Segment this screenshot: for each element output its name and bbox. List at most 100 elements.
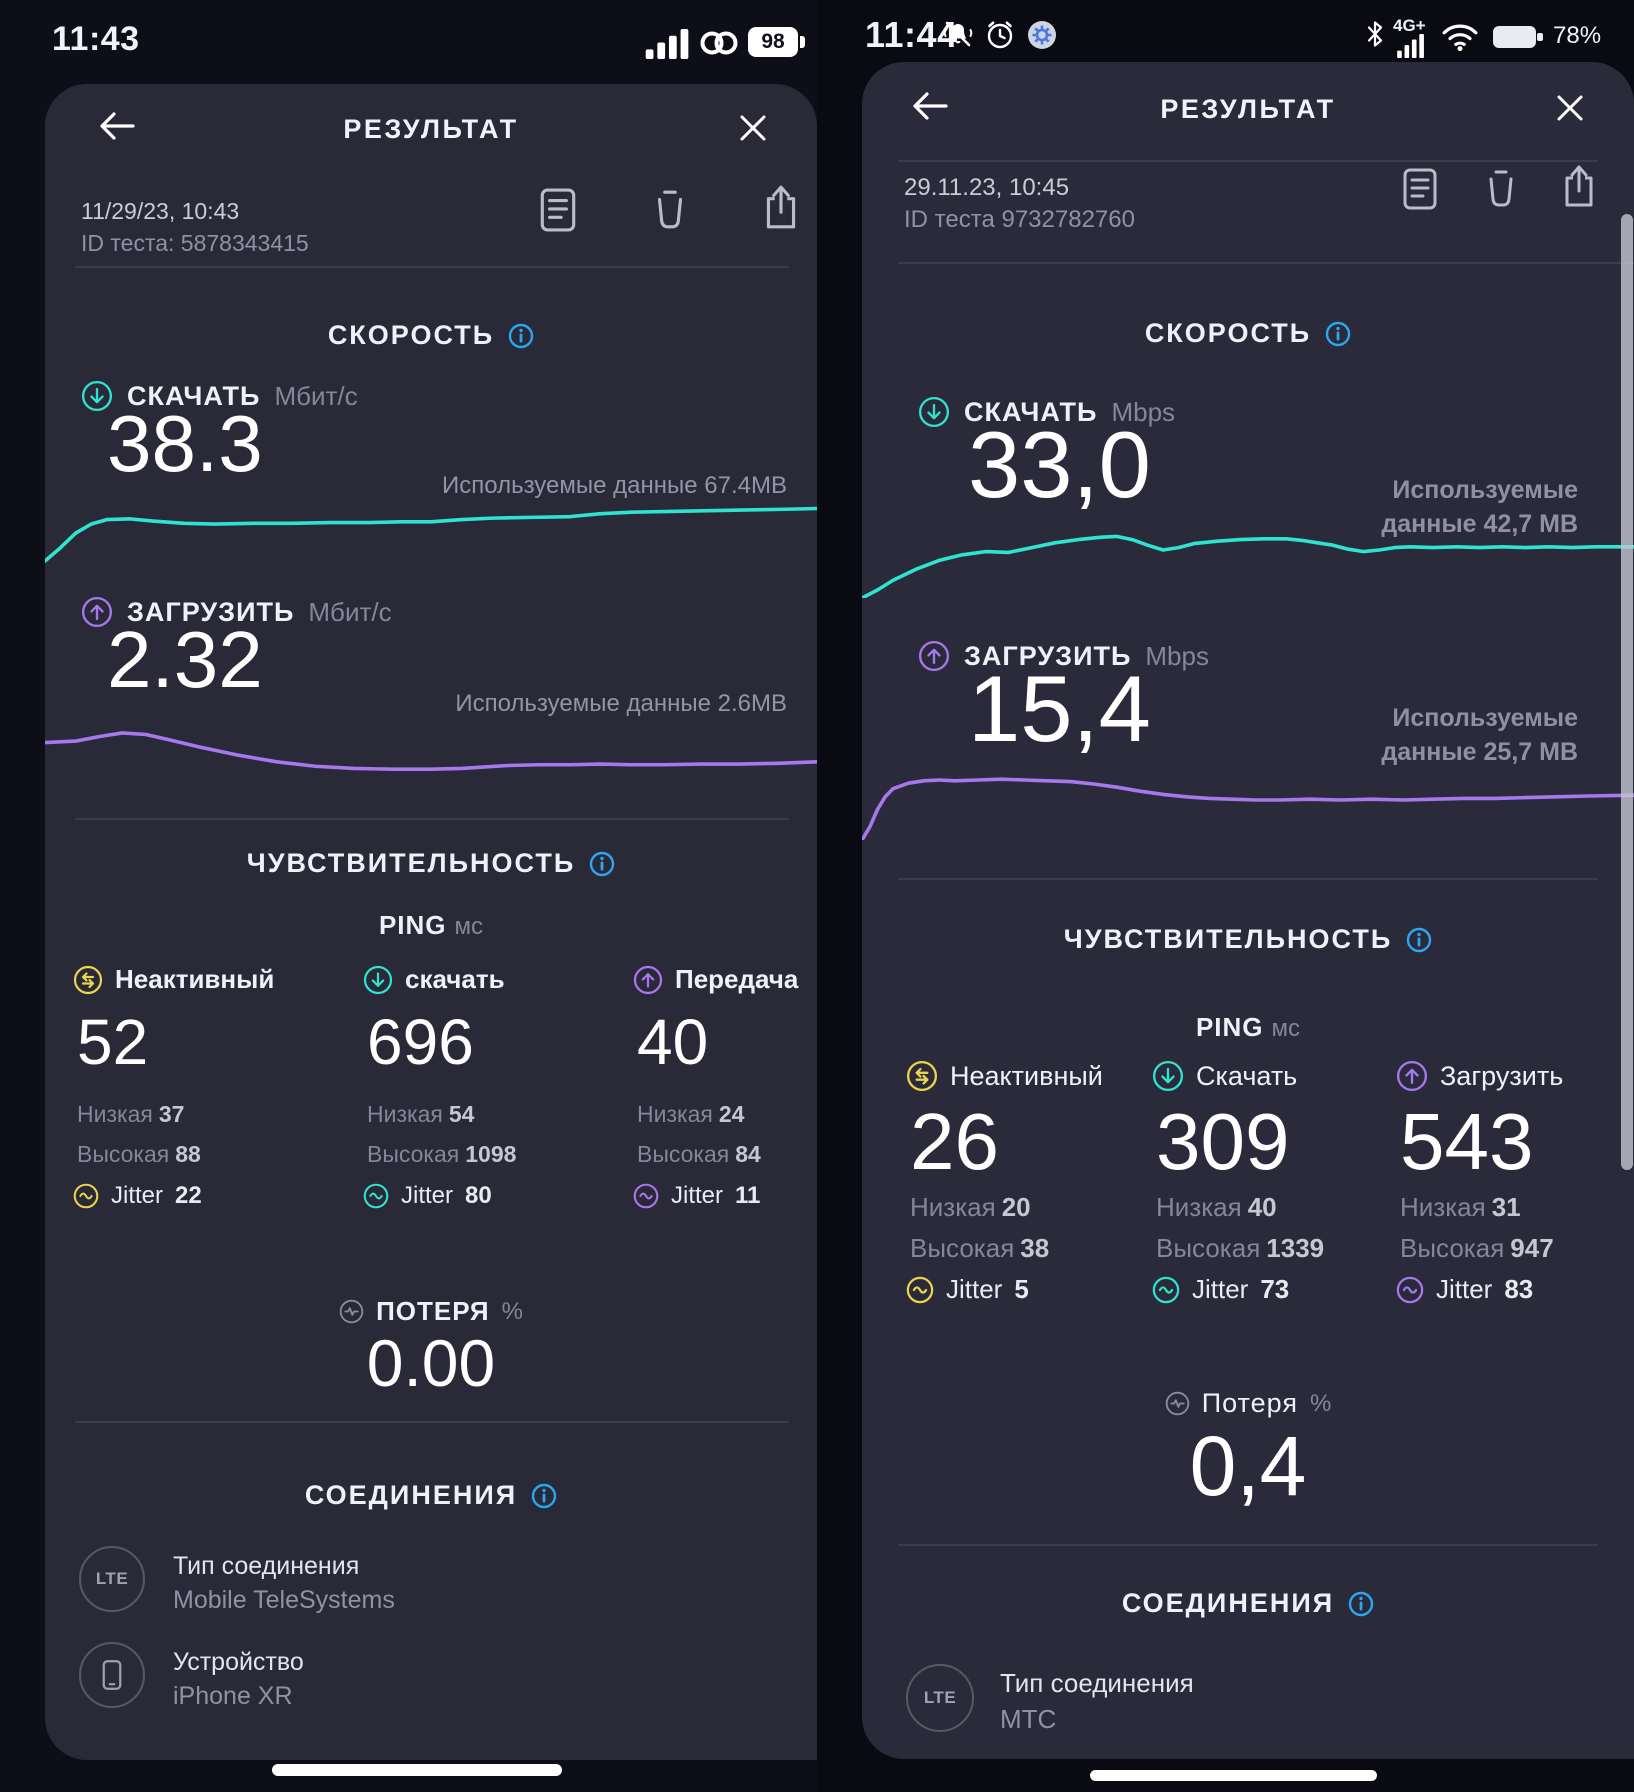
cellular-signal-icon [645,28,689,59]
connections-section-title: СОЕДИНЕНИЯ [862,1588,1634,1619]
download-icon [1152,1060,1184,1092]
upload-unit: Мбит/с [308,596,392,627]
info-icon[interactable] [1348,1591,1374,1617]
ping-label: PING мс [45,910,817,941]
download-used-data: Используемые данные 42,7 МВ [1381,476,1578,538]
download-used-data: Используемые данные 67.4MB [442,472,787,499]
info-icon[interactable] [1406,927,1432,953]
ping-title-text: ЧУВСТВИТЕЛЬНОСТЬ [246,848,576,878]
close-icon[interactable] [1554,92,1586,124]
cellular-signal-icon [1397,34,1424,58]
notes-icon[interactable] [1403,168,1437,210]
loss-icon [339,1299,364,1324]
divider [75,1421,789,1423]
download-metric-head: СКАЧАТЬ Мбит/с [81,380,358,412]
device-value: iPhone XR [173,1682,293,1710]
ping-col-value: 543 [1400,1097,1534,1186]
connection-type-value: Mobile TeleSystems [173,1586,395,1614]
ping-col-label: Передача [675,964,799,994]
ping-col-label: Загрузить [1440,1060,1564,1091]
loss-value: 0.00 [366,1326,496,1400]
battery-icon: 98 [748,27,798,57]
loss-head: ПОТЕРЯ % [45,1296,817,1327]
scrollbar[interactable] [1621,214,1633,1170]
connection-type-label: Тип соединения [1000,1668,1194,1698]
jitter-icon [1152,1276,1180,1303]
back-arrow-icon[interactable] [910,90,950,122]
gear-icon [1028,21,1056,49]
page-title: РЕЗУЛЬТАТ [1160,94,1336,124]
download-label: СКАЧАТЬ [964,396,1098,427]
connections-title-text: СОЕДИНЕНИЯ [1121,1588,1335,1618]
loss-label: Потеря [1201,1388,1298,1418]
share-icon[interactable] [762,184,800,230]
ping-col-label: Скачать [1196,1060,1298,1091]
result-card: РЕЗУЛЬТАТ 29.11.23, 10:45 ID теста 97327… [862,62,1634,1759]
battery-icon [1493,26,1543,48]
download-icon [363,965,393,994]
ping-col-value: 52 [77,1006,149,1078]
divider [75,818,789,820]
divider [898,262,1634,264]
left-phone-screen: 11:43 98 РЕЗУЛЬТАТ 11/29/23, 10:43 ID те… [0,0,817,1792]
upload-value: 15,4 [968,656,1151,761]
home-indicator[interactable] [272,1764,562,1776]
ping-col-upload: Загрузить 543 Низкая 31 Высокая 947 Jitter… [1396,1060,1634,1305]
ping-col-label: Неактивный [950,1060,1103,1091]
divider [898,878,1598,880]
jitter-icon [1396,1276,1424,1303]
ping-text: PING [378,910,447,940]
share-icon[interactable] [1561,164,1597,208]
ping-text: PING [1195,1012,1264,1042]
info-icon[interactable] [531,1483,557,1509]
ping-unit: мс [454,913,484,940]
ping-col-upload: Передача 40 Низкая 24 Высокая 84 Jitter 11 [633,964,817,1210]
trash-icon[interactable] [651,188,689,232]
jitter-icon [906,1276,934,1303]
info-icon[interactable] [1325,321,1351,347]
upload-label: ЗАГРУЗИТЬ [964,640,1132,671]
mute-icon [943,21,973,47]
home-indicator[interactable] [1090,1770,1377,1781]
loss-icon [1165,1391,1189,1416]
upload-icon [633,965,663,994]
loss-unit: % [501,1297,523,1325]
upload-icon [81,596,113,628]
download-icon [918,396,950,428]
idle-icon [73,965,103,994]
ping-unit: мс [1271,1015,1301,1042]
ping-col-label: скачать [405,964,505,994]
lte-icon: LTE [79,1546,145,1612]
download-sparkline [45,490,817,564]
download-value: 33,0 [968,412,1151,517]
upload-metric-head: ЗАГРУЗИТЬ Mbps [918,640,1209,672]
loss-unit: % [1309,1389,1332,1417]
test-id: ID теста 9732782760 [904,206,1135,233]
jitter-icon [633,1184,659,1209]
ping-col-idle: Неактивный 26 Низкая 20 Высокая 38 Jitter 5 [906,1060,1156,1305]
ping-col-value: 696 [367,1006,474,1078]
connection-type-label: Тип соединения [173,1552,360,1580]
ping-col-idle: Неактивный 52 Низкая 37 Высокая 88 Jitter 2… [73,964,323,1210]
back-arrow-icon[interactable] [97,110,137,142]
info-icon[interactable] [589,851,615,877]
loss-head: Потеря % [862,1388,1634,1419]
download-unit: Mbps [1111,396,1176,427]
upload-value: 2.32 [107,615,263,704]
lte-icon: LTE [906,1664,974,1732]
trash-icon[interactable] [1483,168,1519,210]
idle-icon [906,1060,938,1092]
divider [898,160,1598,162]
battery-percent: 98 [761,30,785,53]
network-type-label: 4G+ [1393,16,1426,35]
connections-section-title: СОЕДИНЕНИЯ [45,1480,817,1511]
test-date: 11/29/23, 10:43 [81,198,240,224]
page-title: РЕЗУЛЬТАТ [343,114,519,144]
info-icon[interactable] [508,323,534,349]
notes-icon[interactable] [540,188,576,232]
download-value: 38.3 [107,399,263,488]
download-sparkline [862,518,1634,598]
download-unit: Мбит/с [274,380,358,411]
close-icon[interactable] [737,112,769,144]
